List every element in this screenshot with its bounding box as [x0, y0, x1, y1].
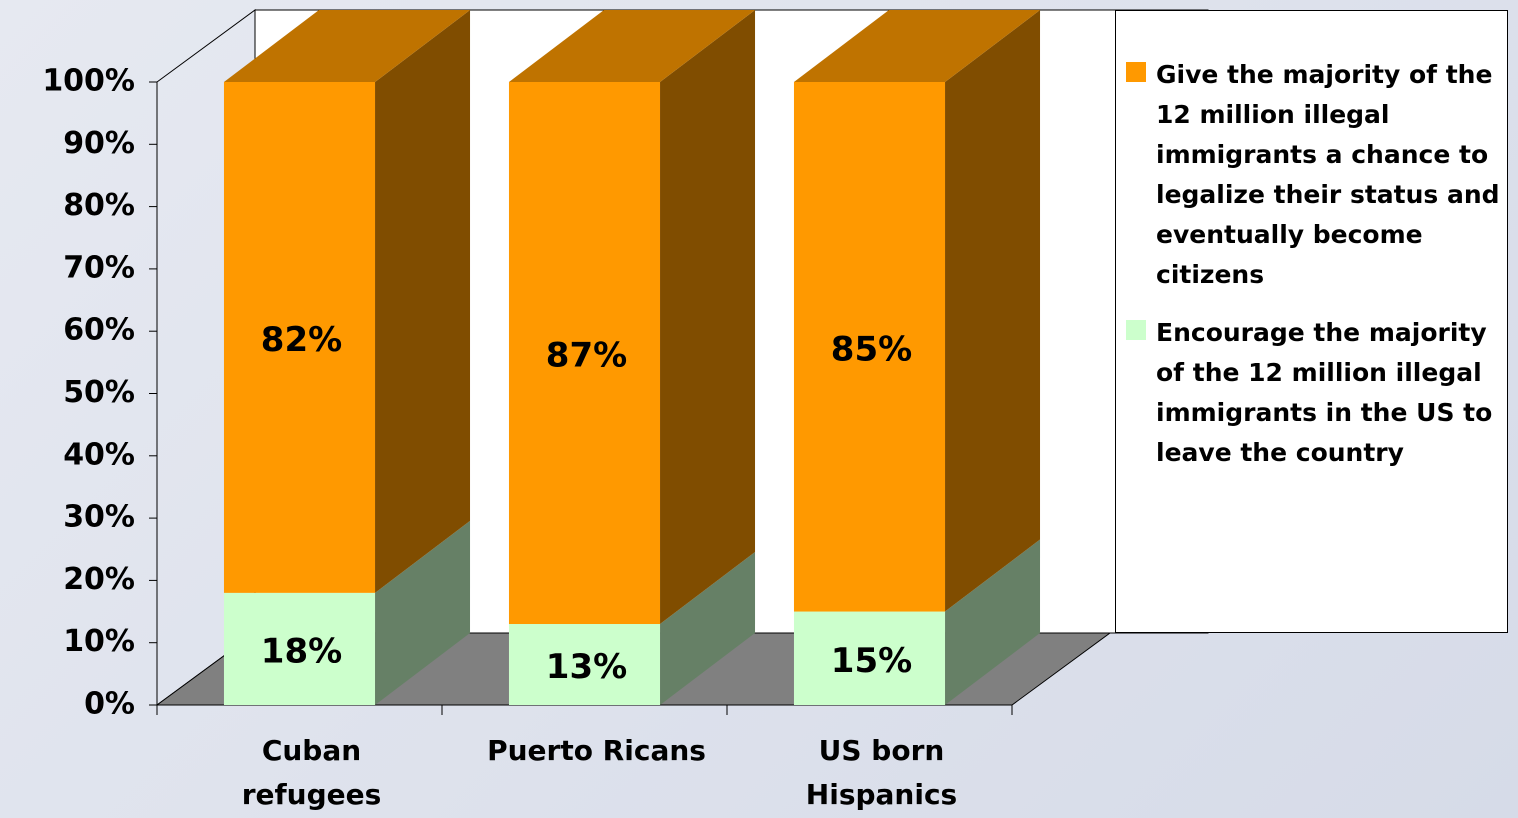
y-tick-label: 30% [63, 500, 135, 535]
bar [508, 82, 661, 625]
x-tick-label: Cuban refugees [241, 734, 382, 811]
bar-top [508, 10, 756, 82]
bar [223, 82, 376, 593]
y-tick-label: 100% [42, 64, 135, 99]
bar-side [375, 520, 471, 705]
data-label: 85% [831, 329, 912, 369]
bar-side [660, 10, 756, 625]
legend-swatch [1126, 62, 1146, 82]
bar [508, 624, 661, 705]
x-tick-label: Puerto Ricans [487, 734, 706, 767]
x-tick-label: US born Hispanics [805, 734, 958, 811]
legend-label: Encourage the majority of the 12 million… [1156, 318, 1493, 467]
legend-item: Give the majority of the 12 million ille… [1126, 55, 1501, 295]
bar-side [945, 539, 1041, 705]
y-tick-label: 90% [63, 126, 135, 161]
bar-side [660, 552, 756, 705]
data-label: 18% [261, 631, 342, 671]
y-tick-label: 70% [63, 250, 135, 285]
data-label: 15% [831, 641, 912, 681]
bar-top [223, 10, 471, 82]
data-label: 87% [546, 336, 627, 376]
y-tick-label: 50% [63, 375, 135, 410]
bar-side [375, 10, 471, 593]
bar [223, 592, 376, 705]
y-tick-label: 40% [63, 437, 135, 472]
y-tick-label: 10% [63, 624, 135, 659]
bar-top [793, 10, 1041, 82]
bar-side [945, 10, 1041, 612]
bar [793, 82, 946, 612]
y-tick-label: 60% [63, 313, 135, 348]
legend-label: Give the majority of the 12 million ille… [1156, 60, 1500, 289]
data-label: 13% [546, 647, 627, 687]
bar [793, 611, 946, 705]
legend-swatch [1126, 320, 1146, 340]
legend-item: Encourage the majority of the 12 million… [1126, 313, 1501, 473]
y-tick-label: 20% [63, 562, 135, 597]
data-label: 82% [261, 320, 342, 360]
legend: Give the majority of the 12 million ille… [1115, 10, 1508, 633]
y-tick-label: 80% [63, 188, 135, 223]
y-tick-label: 0% [84, 687, 135, 722]
